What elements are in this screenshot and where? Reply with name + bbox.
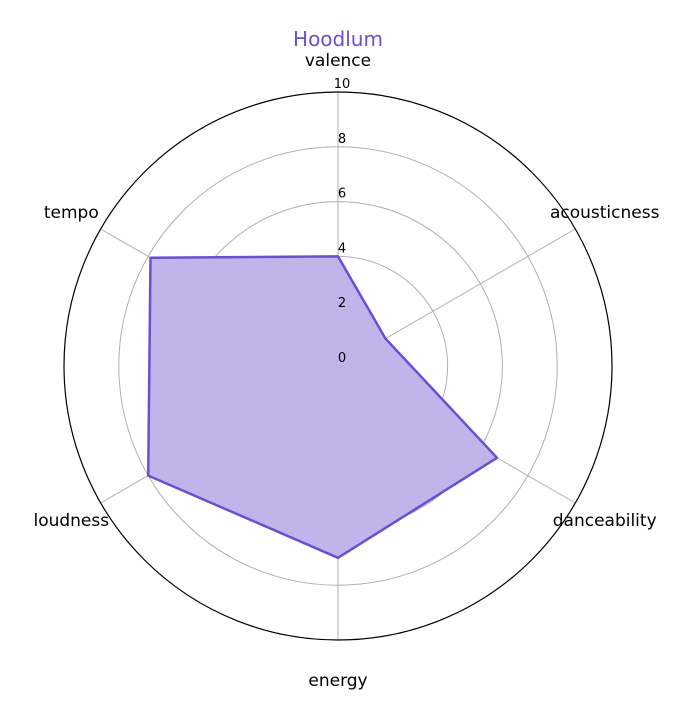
axis-label-danceability: danceability <box>553 511 657 531</box>
axis-label-acousticness: acousticness <box>550 203 660 223</box>
radial-tick-label: 2 <box>338 296 346 311</box>
axis-label-loudness: loudness <box>33 511 109 531</box>
outer-ring <box>63 91 613 641</box>
chart-title: Hoodlum <box>293 27 383 51</box>
axis-label-tempo: tempo <box>44 203 99 223</box>
axis-labels: valence acousticness danceability energy lou… <box>33 51 659 691</box>
radial-tick-label: 10 <box>334 77 351 92</box>
radial-tick-label: 4 <box>338 241 346 256</box>
axis-label-valence: valence <box>305 51 371 71</box>
series-line <box>146 255 499 560</box>
radial-tick-labels: 0 2 4 6 8 10 <box>334 77 351 366</box>
radial-tick-label: 6 <box>338 187 346 202</box>
series-layer <box>146 255 499 560</box>
radial-tick-label: 0 <box>338 351 346 366</box>
radial-tick-label: 8 <box>338 132 346 147</box>
series-area <box>148 256 497 558</box>
axis-label-energy: energy <box>308 671 367 691</box>
